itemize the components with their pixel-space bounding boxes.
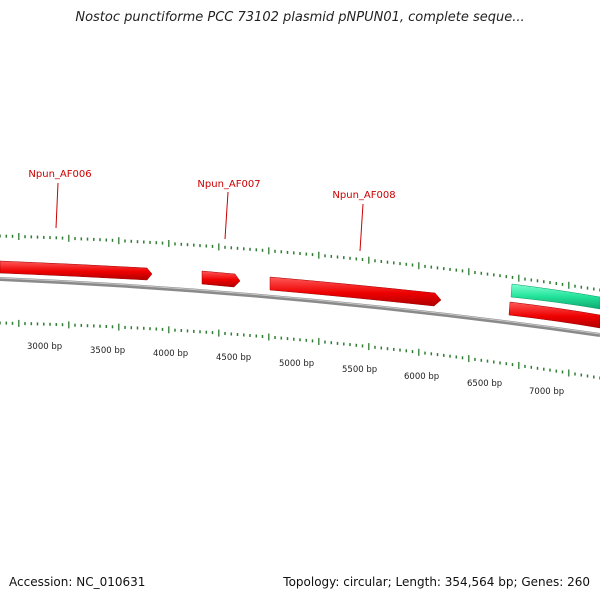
outer-tick-ring <box>0 233 600 292</box>
inner-tick-ring <box>0 319 600 380</box>
accession-label: Accession: NC_010631 <box>9 575 146 589</box>
map-title: Nostoc punctiforme PCC 73102 plasmid pNP… <box>75 10 525 25</box>
gene-label-leader <box>359 203 364 252</box>
scale-label: 3000 bp <box>27 342 62 352</box>
gene-label-leader <box>55 182 59 229</box>
scale-label: 5500 bp <box>342 365 377 375</box>
topology-info: Topology: circular; Length: 354,564 bp; … <box>283 575 590 589</box>
plasmid-backbone <box>0 277 600 337</box>
scale-label: 4000 bp <box>153 349 188 359</box>
scale-label: 5000 bp <box>279 359 314 369</box>
gene-feature[interactable] <box>510 283 600 310</box>
gene-label[interactable]: Npun_AF007 <box>197 179 260 190</box>
scale-label: 3500 bp <box>90 346 125 356</box>
gene-feature[interactable] <box>508 301 600 329</box>
gene-feature[interactable] <box>0 260 153 281</box>
gene-feature[interactable] <box>201 270 241 288</box>
gene-feature[interactable] <box>269 276 442 307</box>
gene-label[interactable]: Npun_AF008 <box>332 190 395 201</box>
scale-label: 7000 bp <box>529 387 564 397</box>
scale-label: 6000 bp <box>404 372 439 382</box>
scale-label: 6500 bp <box>467 379 502 389</box>
gene-label[interactable]: Npun_AF006 <box>28 169 91 180</box>
gene-label-leader <box>224 191 229 240</box>
scale-label: 4500 bp <box>216 353 251 363</box>
